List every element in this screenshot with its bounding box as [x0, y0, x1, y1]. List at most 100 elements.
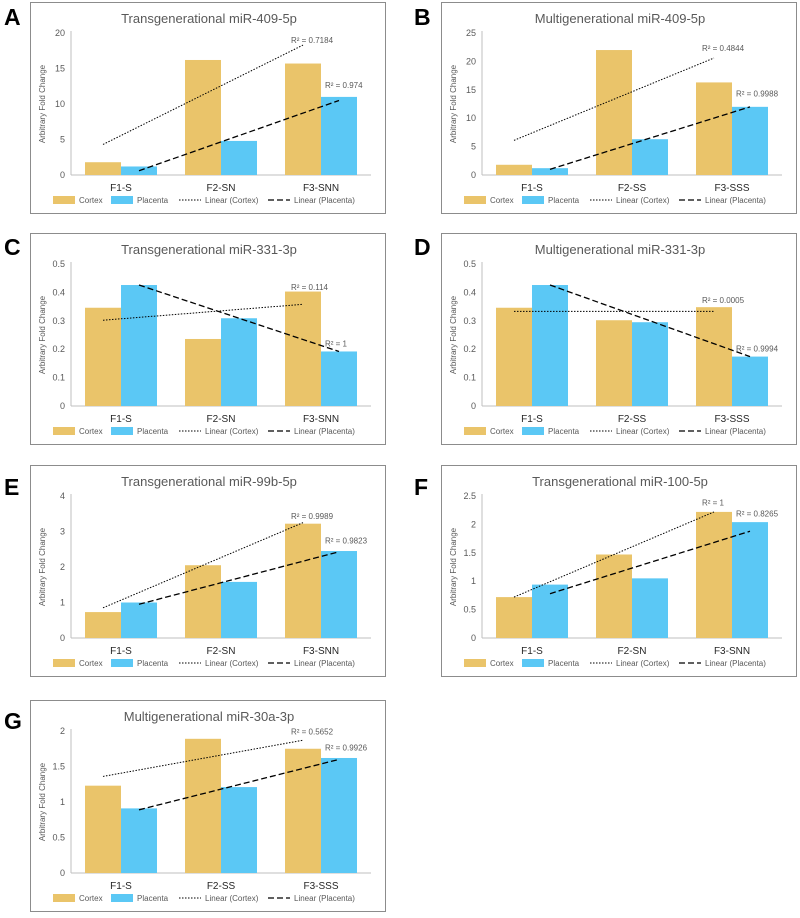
chart-frame-g: Multigenerational miR-30a-3p Arbitrary Fo… [30, 700, 386, 912]
x-category-label: F3-SSS [303, 881, 338, 892]
legend-label-linear-cortex: Linear (Cortex) [616, 196, 670, 205]
chart-d: Multigenerational miR-331-3p Arbitrary Fo… [449, 242, 782, 436]
panel-letter-b: B [414, 4, 431, 30]
x-category-label: F2-SN [207, 414, 236, 425]
y-axis-label: Arbitrary Fold Change [449, 527, 458, 606]
r-squared-placenta: R² = 0.9926 [325, 743, 368, 752]
bar-placenta [321, 757, 357, 873]
bar-placenta [121, 285, 157, 406]
y-tick-label: 0.5 [52, 259, 65, 269]
legend-label-cortex: Cortex [79, 196, 103, 205]
bar-cortex [85, 785, 121, 873]
legend: Cortex Placenta Linear (Cortex) Linear (Pla… [53, 427, 355, 436]
chart-frame-b: Multigenerational miR-409-5p Arbitrary Fo… [441, 2, 797, 214]
y-axis-label: Arbitrary Fold Change [38, 295, 47, 374]
trendline-placenta [138, 758, 340, 811]
legend-label-linear-cortex: Linear (Cortex) [616, 659, 670, 668]
r-squared-cortex: R² = 1 [702, 498, 725, 507]
y-tick-label: 0 [60, 170, 65, 180]
y-tick-label: 15 [55, 64, 65, 74]
r-squared-placenta: R² = 1 [325, 340, 348, 349]
y-tick-label: 0.2 [463, 344, 476, 354]
bar-placenta [221, 318, 257, 406]
legend-label-placenta: Placenta [548, 196, 580, 205]
y-tick-label: 0 [471, 633, 476, 643]
trendline-cortex [513, 511, 715, 598]
bar-cortex [596, 50, 632, 175]
chart-frame-f: Transgenerational miR-100-5p Arbitrary Fo… [441, 465, 797, 677]
bar-placenta [532, 584, 568, 638]
bar-placenta [732, 106, 768, 175]
chart-title: Transgenerational miR-409-5p [121, 11, 297, 26]
y-tick-label: 0 [471, 170, 476, 180]
bar-cortex [85, 307, 121, 406]
y-axis-label: Arbitrary Fold Change [38, 762, 47, 841]
trendline-cortex [102, 522, 304, 609]
x-category-label: F2-SS [618, 414, 647, 425]
bar-placenta [732, 522, 768, 638]
chart-title: Multigenerational miR-409-5p [535, 11, 706, 26]
legend-label-placenta: Placenta [137, 427, 169, 436]
trendline-placenta [138, 284, 340, 353]
legend-swatch-placenta [522, 659, 544, 667]
y-tick-label: 25 [466, 28, 476, 38]
chart-a: Transgenerational miR-409-5p Arbitrary Fo… [38, 11, 371, 205]
bar-cortex [185, 738, 221, 873]
chart-e: Transgenerational miR-99b-5p Arbitrary Fo… [38, 474, 371, 668]
x-category-label: F1-S [521, 414, 543, 425]
legend-swatch-cortex [53, 894, 75, 902]
legend-label-placenta: Placenta [137, 894, 169, 903]
x-category-label: F3-SNN [303, 183, 339, 194]
bar-cortex [696, 511, 732, 638]
bar-placenta [121, 808, 157, 873]
y-tick-label: 20 [466, 56, 476, 66]
y-tick-label: 2.5 [463, 491, 476, 501]
x-category-label: F2-SN [207, 646, 236, 657]
bar-cortex [696, 307, 732, 406]
bar-cortex [285, 748, 321, 873]
legend-swatch-placenta [522, 427, 544, 435]
bar-cortex [496, 597, 532, 638]
r-squared-cortex: R² = 0.5652 [291, 728, 334, 737]
x-category-label: F2-SS [618, 183, 647, 194]
legend-label-linear-cortex: Linear (Cortex) [205, 196, 259, 205]
legend-label-linear-placenta: Linear (Placenta) [705, 659, 766, 668]
y-tick-label: 0.4 [52, 287, 65, 297]
legend-label-placenta: Placenta [137, 659, 169, 668]
legend-swatch-placenta [111, 427, 133, 435]
y-tick-label: 0.3 [52, 316, 65, 326]
chart-title: Transgenerational miR-331-3p [121, 242, 297, 257]
r-squared-cortex: R² = 0.4844 [702, 44, 745, 53]
r-squared-cortex: R² = 0.114 [291, 283, 329, 292]
chart-b: Multigenerational miR-409-5p Arbitrary Fo… [449, 11, 782, 205]
y-tick-label: 0.1 [52, 373, 65, 383]
bar-placenta [221, 140, 257, 175]
legend-label-linear-placenta: Linear (Placenta) [705, 427, 766, 436]
legend-label-cortex: Cortex [490, 196, 514, 205]
legend-label-placenta: Placenta [137, 196, 169, 205]
trendline-placenta [138, 551, 340, 605]
bar-placenta [632, 322, 668, 406]
x-category-label: F2-SN [618, 646, 647, 657]
bar-cortex [285, 63, 321, 175]
legend-label-linear-cortex: Linear (Cortex) [616, 427, 670, 436]
legend: Cortex Placenta Linear (Cortex) Linear (Pla… [53, 196, 355, 205]
bar-cortex [496, 307, 532, 406]
x-category-label: F3-SNN [303, 414, 339, 425]
r-squared-placenta: R² = 0.9988 [736, 89, 779, 98]
y-axis-label: Arbitrary Fold Change [38, 527, 47, 606]
bar-cortex [496, 164, 532, 175]
legend-label-linear-cortex: Linear (Cortex) [205, 659, 259, 668]
y-axis-label: Arbitrary Fold Change [449, 295, 458, 374]
bar-placenta [221, 581, 257, 638]
chart-frame-a: Transgenerational miR-409-5p Arbitrary Fo… [30, 2, 386, 214]
legend: Cortex Placenta Linear (Cortex) Linear (Pla… [464, 427, 766, 436]
chart-frame-c: Transgenerational miR-331-3p Arbitrary Fo… [30, 233, 386, 445]
legend: Cortex Placenta Linear (Cortex) Linear (Pla… [53, 894, 355, 903]
legend-label-linear-cortex: Linear (Cortex) [205, 427, 259, 436]
trendline-placenta [138, 99, 340, 172]
legend-swatch-cortex [464, 427, 486, 435]
legend-swatch-cortex [53, 427, 75, 435]
x-category-label: F2-SS [207, 881, 236, 892]
x-category-label: F1-S [110, 183, 132, 194]
